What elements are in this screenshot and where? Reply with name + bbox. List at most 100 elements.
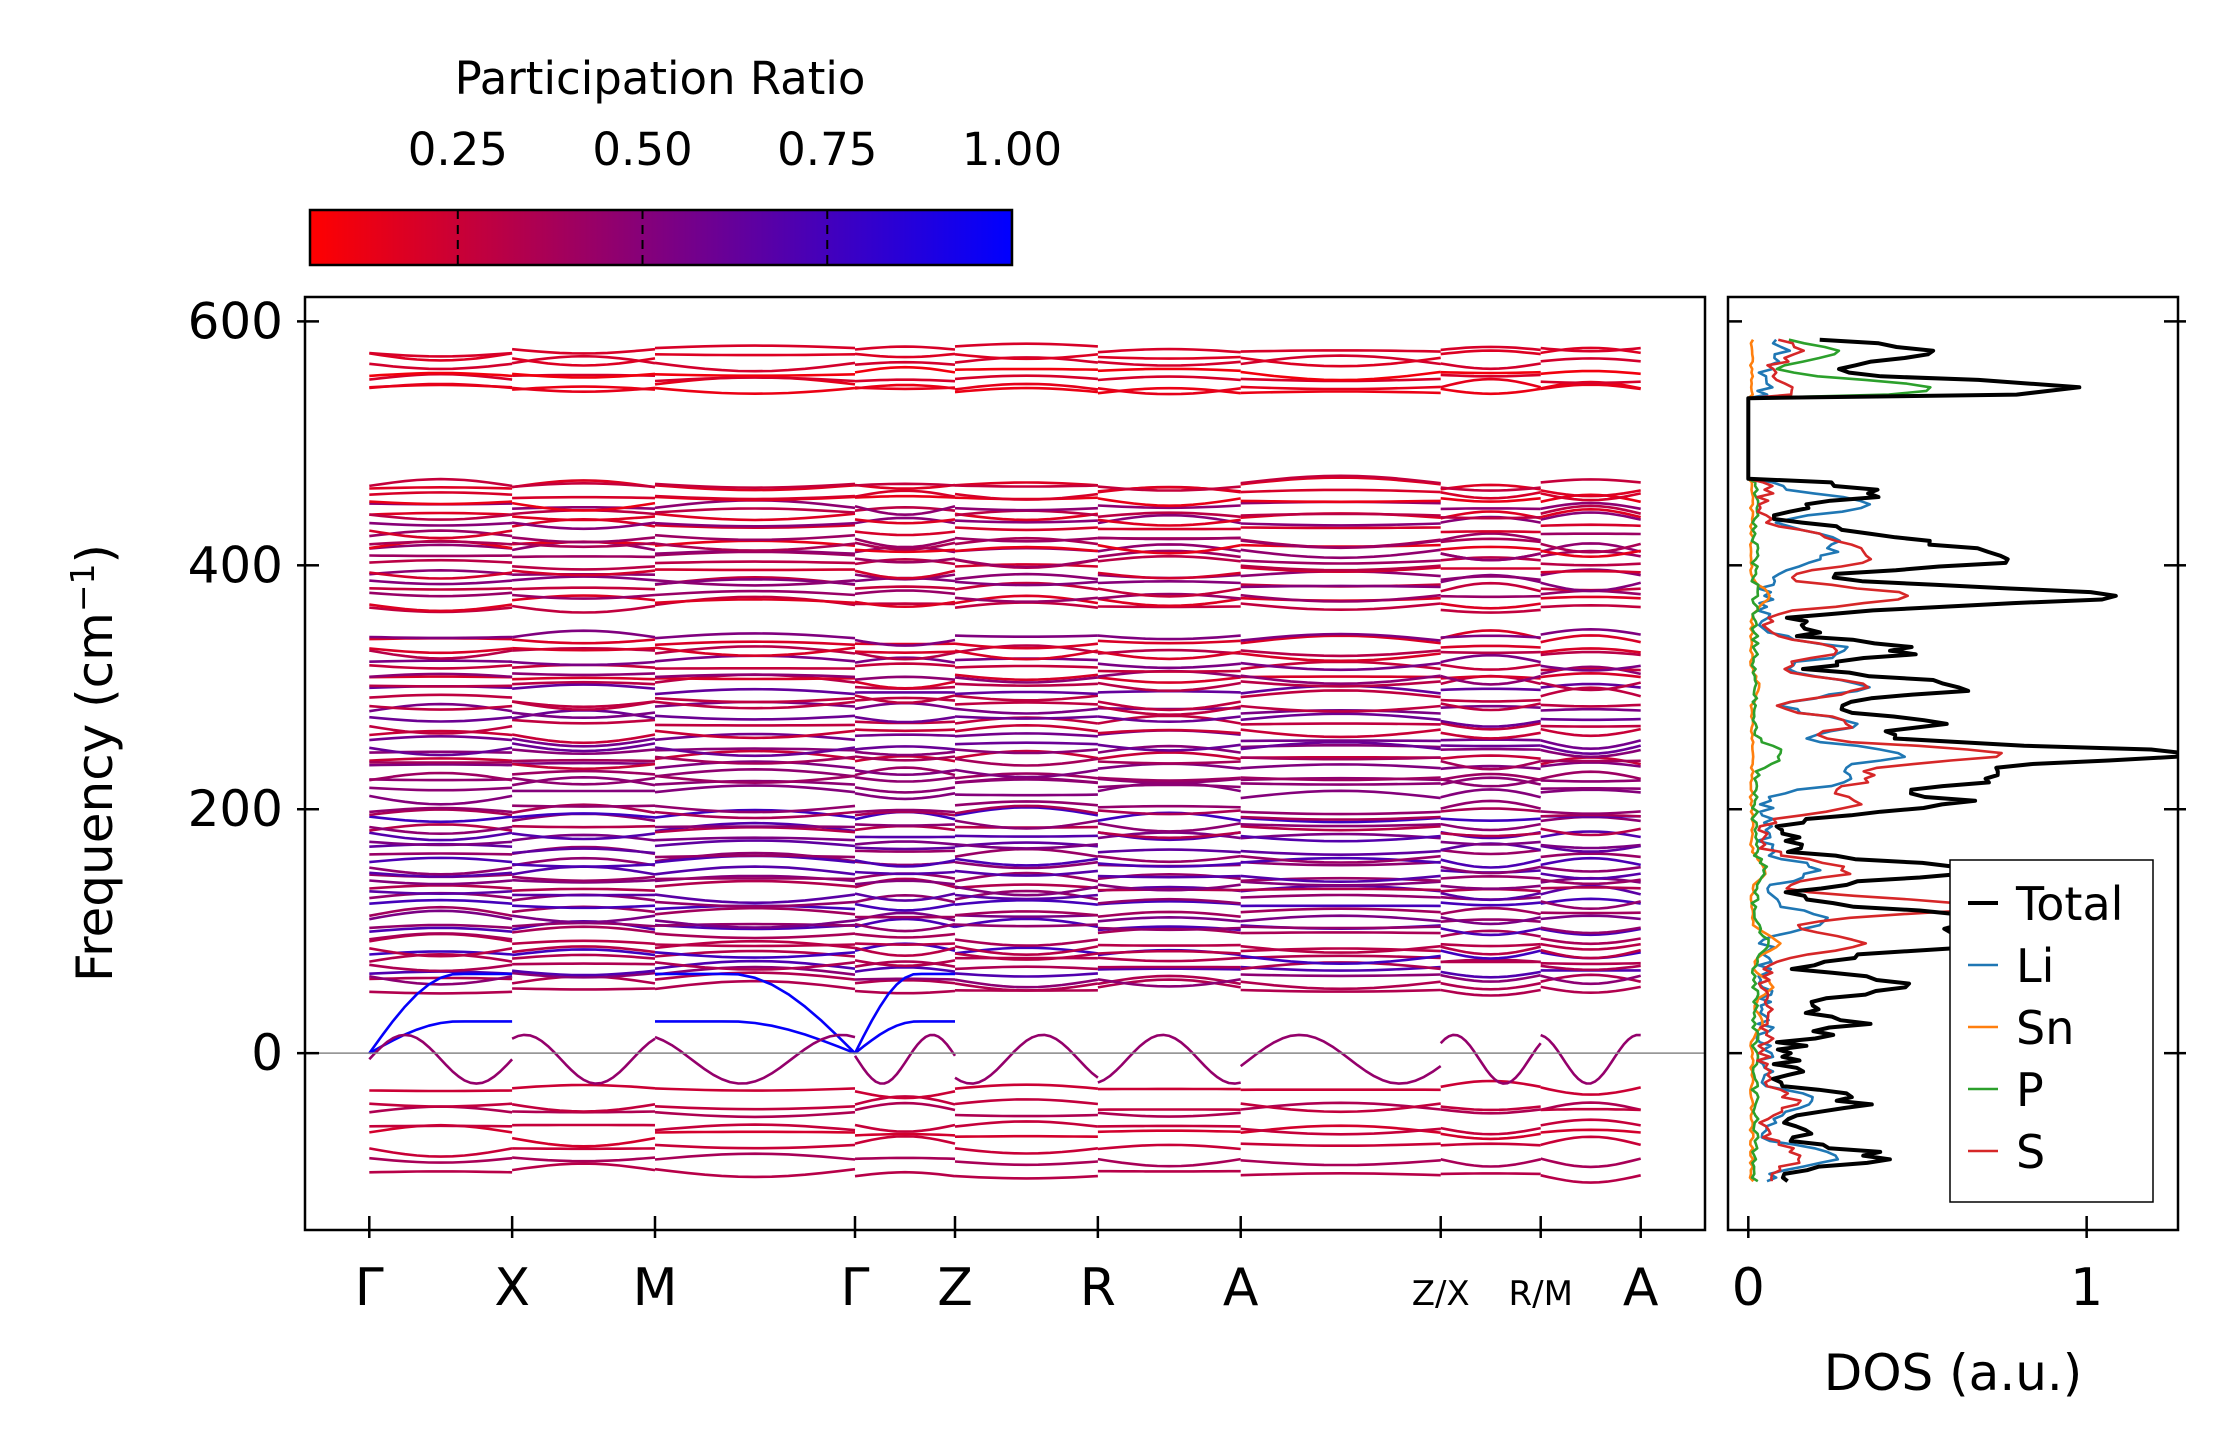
band-line <box>1240 704 1441 713</box>
band-line <box>1097 662 1241 670</box>
band-line <box>512 660 656 667</box>
band-line <box>654 499 856 510</box>
band-line <box>1440 901 1541 907</box>
band-line <box>954 1174 1098 1180</box>
band-line <box>954 800 1099 807</box>
band-line <box>654 979 856 991</box>
band-line <box>511 357 656 367</box>
colorbar-tick-label: 0.50 <box>592 123 692 176</box>
band-line <box>854 557 956 564</box>
band-line <box>1097 639 1241 645</box>
band-line <box>654 971 856 981</box>
band-line <box>1440 1142 1541 1147</box>
band-line <box>511 971 656 979</box>
band-line <box>954 386 1099 394</box>
band-line <box>854 859 956 868</box>
band-line <box>954 601 1099 609</box>
k-point-label: M <box>633 1258 678 1318</box>
band-line <box>854 1090 956 1100</box>
band-line <box>854 808 956 814</box>
dos-x-tick-label: 1 <box>2070 1258 2103 1318</box>
band-line <box>1440 807 1541 813</box>
band-line <box>1097 831 1241 840</box>
band-line <box>1240 776 1441 782</box>
band-line <box>854 846 956 851</box>
band-line <box>512 672 656 677</box>
legend-label-sn: Sn <box>2016 1001 2074 1055</box>
band-line <box>369 890 513 895</box>
k-point-label: Z <box>937 1258 973 1318</box>
band-line <box>853 972 955 1054</box>
band-line <box>954 701 1098 706</box>
band-line <box>854 892 956 902</box>
band-line <box>954 1160 1098 1167</box>
band-line <box>1540 707 1641 712</box>
band-line <box>1240 539 1441 550</box>
band-line <box>655 972 856 1055</box>
band-line <box>1097 1143 1241 1151</box>
k-point-label: Γ <box>841 1258 870 1318</box>
band-line <box>654 836 856 842</box>
band-line <box>511 914 656 924</box>
band-line <box>1540 650 1641 657</box>
band-line <box>1540 634 1641 644</box>
band-line <box>512 680 656 686</box>
band-line <box>512 1156 656 1163</box>
band-line <box>1097 367 1241 373</box>
band-line <box>654 825 856 829</box>
band-line <box>1540 492 1641 502</box>
band-line <box>511 737 656 748</box>
band-line <box>1540 511 1641 521</box>
band-line <box>1540 346 1641 353</box>
band-line <box>854 518 956 525</box>
band-line <box>854 662 956 668</box>
band-line <box>954 869 1099 877</box>
band-line <box>954 536 1099 546</box>
band-line <box>954 860 1099 870</box>
band-line <box>1540 942 1641 951</box>
band-line <box>1540 897 1641 905</box>
band-line <box>954 367 1098 371</box>
band-line <box>511 629 656 639</box>
band-line <box>1440 663 1541 671</box>
band-line <box>511 875 656 883</box>
band-line <box>854 1135 956 1145</box>
band-line <box>1440 556 1541 562</box>
band-line <box>1240 1172 1441 1177</box>
band-line <box>854 1170 956 1178</box>
band-line <box>1440 698 1541 703</box>
band-line <box>654 376 856 383</box>
band-line <box>512 758 656 763</box>
band-line <box>1440 777 1541 788</box>
band-line <box>1540 926 1641 935</box>
band-line <box>1440 817 1541 822</box>
band-line <box>654 923 856 931</box>
band-y-axis-label: Frequency (cm−1) <box>63 544 124 982</box>
band-line <box>1540 727 1641 738</box>
band-line <box>1540 508 1642 519</box>
band-line <box>1240 854 1441 864</box>
band-line <box>1440 575 1541 582</box>
band-line <box>1240 823 1441 828</box>
band-line <box>954 898 1099 906</box>
band-line <box>1440 491 1541 500</box>
band-line <box>1097 1124 1241 1128</box>
band-line <box>1240 988 1441 993</box>
band-line <box>369 953 513 963</box>
band-line <box>511 925 656 934</box>
band-line <box>369 963 513 973</box>
band-line <box>1240 832 1441 840</box>
band-line <box>954 724 1099 733</box>
band-line <box>1097 597 1241 608</box>
band-line <box>1440 674 1542 686</box>
band-line <box>954 982 1099 992</box>
ylabel-superscript: −1 <box>63 563 102 612</box>
band-line <box>954 481 1098 487</box>
band-line <box>1097 650 1241 661</box>
band-line <box>1540 1118 1641 1127</box>
band-line <box>512 575 656 582</box>
band-line <box>654 804 856 814</box>
band-line <box>1540 1174 1641 1184</box>
band-line <box>369 558 513 564</box>
band-line <box>1440 840 1541 846</box>
